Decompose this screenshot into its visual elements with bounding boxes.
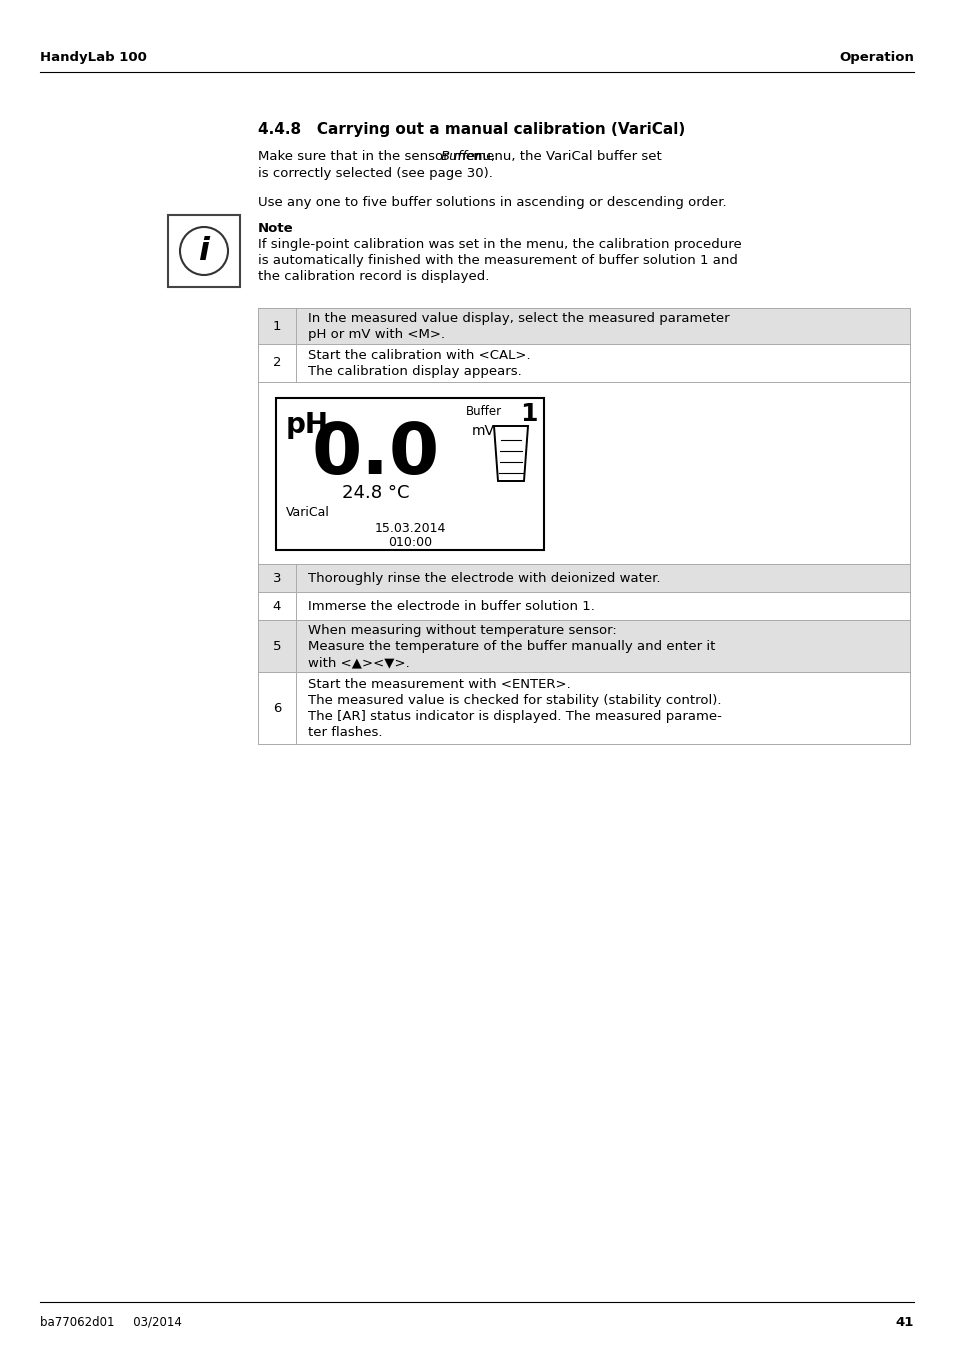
Text: 010:00: 010:00 bbox=[388, 536, 432, 549]
FancyBboxPatch shape bbox=[168, 215, 240, 288]
Text: When measuring without temperature sensor:: When measuring without temperature senso… bbox=[308, 624, 616, 637]
Text: Note: Note bbox=[257, 221, 294, 235]
Text: 0.0: 0.0 bbox=[312, 420, 439, 489]
Text: mV: mV bbox=[472, 424, 495, 437]
Bar bbox=[257, 382, 909, 564]
Text: Measure the temperature of the buffer manually and enter it: Measure the temperature of the buffer ma… bbox=[308, 640, 715, 653]
Text: 6: 6 bbox=[273, 702, 281, 714]
Bar bbox=[257, 564, 909, 593]
Text: The [AR] status indicator is displayed. The measured parame-: The [AR] status indicator is displayed. … bbox=[308, 710, 721, 724]
Text: In the measured value display, select the measured parameter: In the measured value display, select th… bbox=[308, 312, 729, 325]
Text: If single-point calibration was set in the menu, the calibration procedure: If single-point calibration was set in t… bbox=[257, 238, 741, 251]
Text: Immerse the electrode in buffer solution 1.: Immerse the electrode in buffer solution… bbox=[308, 599, 595, 613]
Text: 1: 1 bbox=[273, 320, 281, 332]
Text: is automatically finished with the measurement of buffer solution 1 and: is automatically finished with the measu… bbox=[257, 254, 737, 267]
Text: menu, the VariCal buffer set: menu, the VariCal buffer set bbox=[469, 150, 661, 163]
Text: Use any one to five buffer solutions in ascending or descending order.: Use any one to five buffer solutions in … bbox=[257, 196, 726, 209]
Bar bbox=[257, 620, 909, 672]
Text: ter flashes.: ter flashes. bbox=[308, 726, 382, 738]
Text: VariCal: VariCal bbox=[286, 506, 330, 518]
Text: pH: pH bbox=[286, 410, 329, 439]
Text: 41: 41 bbox=[895, 1315, 913, 1328]
Text: Start the measurement with <ENTER>.: Start the measurement with <ENTER>. bbox=[308, 678, 570, 691]
Text: HandyLab 100: HandyLab 100 bbox=[40, 50, 147, 63]
Bar bbox=[257, 672, 909, 744]
Text: Buffer: Buffer bbox=[439, 150, 480, 163]
Text: pH or mV with <M>.: pH or mV with <M>. bbox=[308, 328, 445, 342]
Text: Start the calibration with <CAL>.: Start the calibration with <CAL>. bbox=[308, 350, 530, 362]
Text: 3: 3 bbox=[273, 571, 281, 585]
Text: Make sure that in the sensor menu,: Make sure that in the sensor menu, bbox=[257, 150, 498, 163]
Bar bbox=[257, 344, 909, 382]
Text: The calibration display appears.: The calibration display appears. bbox=[308, 364, 521, 378]
Text: Thoroughly rinse the electrode with deionized water.: Thoroughly rinse the electrode with deio… bbox=[308, 572, 659, 585]
Text: with <▲><▼>.: with <▲><▼>. bbox=[308, 656, 410, 670]
Text: is correctly selected (see page 30).: is correctly selected (see page 30). bbox=[257, 167, 493, 180]
Text: the calibration record is displayed.: the calibration record is displayed. bbox=[257, 270, 489, 284]
Text: 4: 4 bbox=[273, 599, 281, 613]
Text: i: i bbox=[198, 235, 210, 266]
Text: Operation: Operation bbox=[839, 50, 913, 63]
Text: 24.8 °C: 24.8 °C bbox=[342, 485, 410, 502]
FancyBboxPatch shape bbox=[275, 398, 543, 549]
Text: Buffer: Buffer bbox=[465, 405, 501, 418]
Text: The measured value is checked for stability (stability control).: The measured value is checked for stabil… bbox=[308, 694, 720, 707]
Text: ba77062d01     03/2014: ba77062d01 03/2014 bbox=[40, 1315, 182, 1328]
Bar bbox=[257, 593, 909, 620]
Text: 2: 2 bbox=[273, 356, 281, 370]
Text: 1: 1 bbox=[519, 402, 537, 427]
Bar bbox=[257, 308, 909, 344]
Text: 4.4.8   Carrying out a manual calibration (VariCal): 4.4.8 Carrying out a manual calibration … bbox=[257, 122, 684, 136]
Text: 15.03.2014: 15.03.2014 bbox=[374, 522, 445, 535]
Text: 5: 5 bbox=[273, 640, 281, 652]
